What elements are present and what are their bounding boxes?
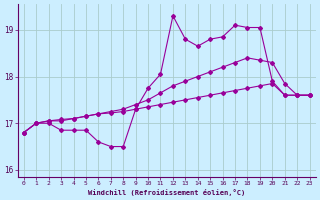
X-axis label: Windchill (Refroidissement éolien,°C): Windchill (Refroidissement éolien,°C)	[88, 189, 245, 196]
